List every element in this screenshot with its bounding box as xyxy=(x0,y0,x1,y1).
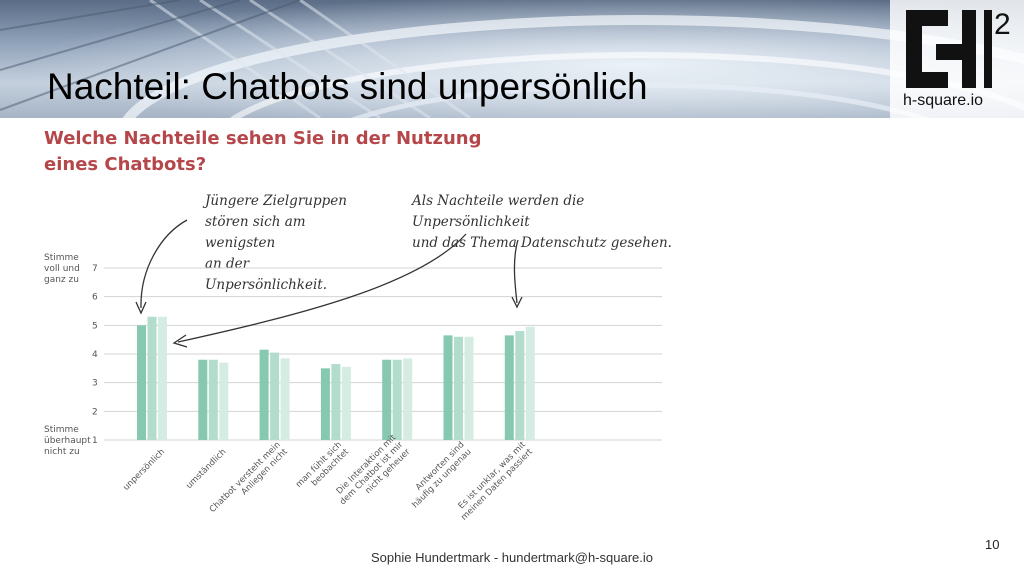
category-label-line: unpersönlich xyxy=(121,447,167,493)
header-banner xyxy=(0,0,1024,118)
arrow-head-icon xyxy=(511,296,523,309)
bar xyxy=(137,325,146,440)
y-axis-label-bottom: nicht zu xyxy=(44,447,80,457)
bar xyxy=(382,359,392,440)
arrow-head-icon xyxy=(135,301,147,315)
bar xyxy=(464,336,474,440)
chart-question: Welche Nachteile sehen Sie in der Nutzun… xyxy=(44,126,481,178)
question-line-1: Welche Nachteile sehen Sie in der Nutzun… xyxy=(44,128,482,149)
y-axis-label-bottom: Stimme xyxy=(44,425,79,435)
y-axis-label-top: voll und xyxy=(44,264,80,274)
arrow-head-icon xyxy=(172,334,188,348)
annotation-disadvantages: Als Nachteile werden die Unpersönlichkei… xyxy=(412,191,672,254)
chart-bars xyxy=(137,316,535,440)
y-axis-label-top: Stimme xyxy=(44,253,79,263)
bar xyxy=(443,335,453,440)
arrow-to-datenschutz xyxy=(513,239,519,304)
y-tick-label: 1 xyxy=(92,436,98,446)
category-label-line: dem Chatbot ist mir xyxy=(338,440,406,508)
arrow-to-unpersoenlich xyxy=(140,219,188,309)
bar xyxy=(280,358,290,440)
y-tick-label: 7 xyxy=(92,264,98,274)
bar xyxy=(341,366,351,440)
annotation-line: Jüngere Zielgruppen xyxy=(205,193,347,209)
bar xyxy=(504,335,514,440)
category-label: unpersönlich xyxy=(121,447,167,493)
category-label-line: umständlich xyxy=(184,447,228,491)
y-tick-label: 5 xyxy=(92,321,98,331)
bar xyxy=(270,352,280,440)
bar xyxy=(208,359,218,440)
y-tick-label: 2 xyxy=(92,407,98,417)
category-label: umständlich xyxy=(184,447,228,491)
annotation-line: stören sich am wenigsten xyxy=(205,214,306,251)
bar xyxy=(392,359,402,440)
footer-author: Sophie Hundertmark - hundertmark@h-squar… xyxy=(371,550,653,565)
logo-superscript: 2 xyxy=(994,8,1011,41)
y-tick-label: 4 xyxy=(92,350,98,360)
y-axis-label-bottom: überhaupt xyxy=(44,436,91,446)
arrow-to-unpersoenlich-long xyxy=(177,233,467,343)
logo-mark-icon xyxy=(906,10,992,88)
bar xyxy=(515,331,525,440)
bar xyxy=(219,362,229,440)
footer: Sophie Hundertmark - hundertmark@h-squar… xyxy=(0,550,1024,565)
annotation-arrows xyxy=(135,219,523,348)
h-square-logo xyxy=(898,0,1010,118)
bar xyxy=(525,326,535,440)
bar xyxy=(331,364,341,440)
bar xyxy=(259,349,269,440)
bar xyxy=(454,336,463,440)
slide-title: Nachteil: Chatbots sind unpersönlich xyxy=(47,66,648,107)
logo-text: h-square.io xyxy=(903,92,984,109)
page-number: 10 xyxy=(985,537,1000,552)
bar xyxy=(198,359,208,440)
banner-background-image xyxy=(0,0,1024,118)
question-line-2: eines Chatbots? xyxy=(44,154,207,175)
y-tick-label: 3 xyxy=(92,379,98,389)
annotation-line: und das Thema Datenschutz gesehen. xyxy=(412,235,672,251)
annotation-line: Als Nachteile werden die Unpersönlichkei… xyxy=(412,193,585,230)
y-tick-label: 6 xyxy=(92,293,98,303)
category-label-line: meinen Daten passiert xyxy=(459,447,535,523)
bar xyxy=(403,358,413,440)
bar xyxy=(147,316,157,440)
bar xyxy=(320,368,330,440)
bar xyxy=(158,316,167,440)
y-axis-label-top: ganz zu xyxy=(44,275,79,285)
